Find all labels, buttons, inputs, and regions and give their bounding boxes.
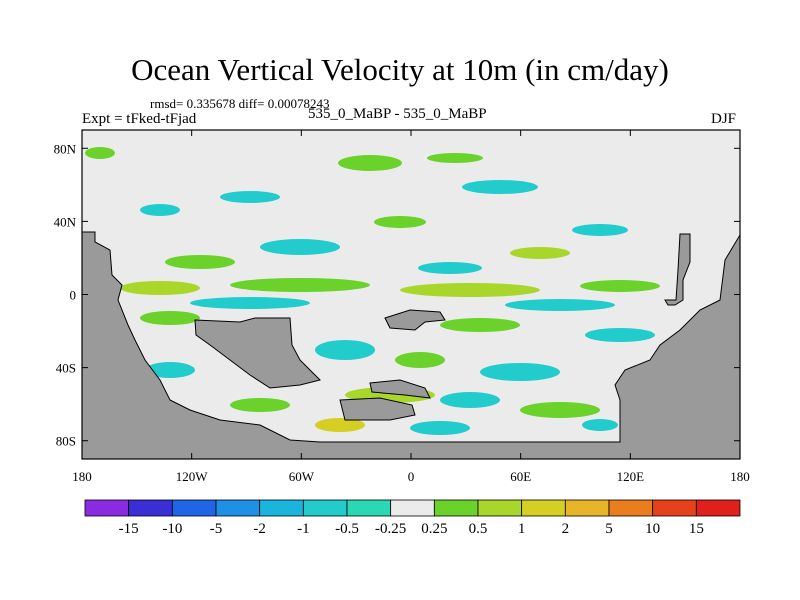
chart-title: Ocean Vertical Velocity at 10m (in cm/da… (131, 52, 669, 87)
colorbar-label: -15 (119, 521, 139, 537)
colorbar-label: 2 (562, 521, 570, 537)
colorbar-label: 0.5 (469, 521, 488, 537)
colorbar-swatch (695, 499, 741, 517)
colorbar-label: 1 (518, 521, 526, 537)
x-tick-label: 0 (408, 469, 415, 484)
land-east-peninsula (664, 233, 691, 306)
field-blob (140, 204, 180, 216)
plot-area (81, 129, 741, 460)
field-blob (418, 262, 482, 274)
y-tick-label: 40N (54, 214, 77, 229)
colorbar-label: 10 (645, 521, 660, 537)
field-blob (260, 239, 340, 255)
colorbar-swatch (390, 499, 435, 517)
field-blob (230, 398, 290, 412)
field-blob (520, 402, 600, 418)
colorbar-label: 15 (689, 521, 704, 537)
season-label: DJF (711, 111, 737, 127)
colorbar-label: -5 (210, 521, 223, 537)
y-tick-label: 80N (54, 141, 77, 156)
colorbar-swatch (302, 499, 348, 517)
colorbar-swatch (608, 499, 654, 517)
colorbar: -15 -10 -5 -2 -1 -0.5 -0.25 0.25 0.5 1 2 5 10 15 (84, 499, 741, 537)
field-blob (165, 255, 235, 269)
field-blob (480, 363, 560, 381)
field-blob (315, 340, 375, 360)
velocity-field (85, 147, 660, 435)
center-label: 535_0_MaBP - 535_0_MaBP (308, 106, 487, 122)
x-tick-label: 120W (176, 469, 209, 484)
colorbar-swatch (477, 499, 523, 517)
field-blob (585, 328, 655, 342)
land-continent-3 (339, 397, 416, 421)
field-blob (427, 153, 483, 163)
field-blob (580, 280, 660, 292)
land-continent-1 (194, 317, 321, 389)
field-blob (462, 180, 538, 194)
colorbar-swatch (171, 499, 217, 517)
colorbar-label: -2 (253, 521, 266, 537)
x-tick-label: 180 (730, 469, 750, 484)
field-blob (410, 421, 470, 435)
land-mask (81, 231, 741, 460)
colorbar-swatch (564, 499, 610, 517)
field-blob (440, 318, 520, 332)
colorbar-label: 0.25 (421, 521, 447, 537)
colorbar-swatch (128, 499, 173, 517)
colorbar-swatch (521, 499, 566, 517)
colorbar-label: -0.25 (375, 521, 406, 537)
field-blob (510, 247, 570, 259)
colorbar-swatch (84, 499, 130, 517)
field-blob (140, 311, 200, 325)
colorbar-label: -10 (162, 521, 182, 537)
x-tick-label: 60E (510, 469, 531, 484)
land-continent-2 (384, 309, 446, 331)
y-tick-label: 40S (56, 361, 76, 376)
colorbar-label: -0.5 (335, 521, 359, 537)
field-blob (338, 155, 402, 171)
field-blob (190, 297, 310, 309)
field-blob (505, 299, 615, 311)
field-blob (85, 147, 115, 159)
field-blob (582, 419, 618, 431)
x-tick-label: 120E (617, 469, 645, 484)
field-blob (400, 283, 540, 297)
colorbar-swatch (433, 499, 479, 517)
land-west (81, 231, 741, 460)
field-blob (572, 224, 628, 236)
field-blob (440, 392, 500, 408)
land-continent-4 (369, 379, 431, 399)
x-tick-label: 60W (289, 469, 315, 484)
colorbar-swatch (652, 499, 697, 517)
colorbar-swatch (215, 499, 261, 517)
field-blob (315, 418, 365, 432)
field-blob (230, 278, 370, 292)
colorbar-swatch (259, 499, 304, 517)
field-blob (220, 191, 280, 203)
colorbar-label: 5 (605, 521, 613, 537)
x-axis: 180 120W 60W 0 60E 120E 180 (72, 130, 750, 484)
colorbar-swatch (346, 499, 392, 517)
y-tick-label: 0 (70, 288, 77, 303)
x-tick-label: 180 (72, 469, 92, 484)
field-blob (374, 216, 426, 228)
field-blob (145, 362, 195, 378)
stats-label: rmsd= 0.335678 diff= 0.00078243 (150, 96, 330, 111)
colorbar-label: -1 (297, 521, 310, 537)
field-blob (120, 281, 200, 295)
y-axis: 80N 40N 0 40S 80S (54, 141, 740, 449)
field-blob (395, 352, 445, 368)
experiment-label: Expt = tFked-tFjad (82, 111, 197, 127)
y-tick-label: 80S (56, 434, 76, 449)
